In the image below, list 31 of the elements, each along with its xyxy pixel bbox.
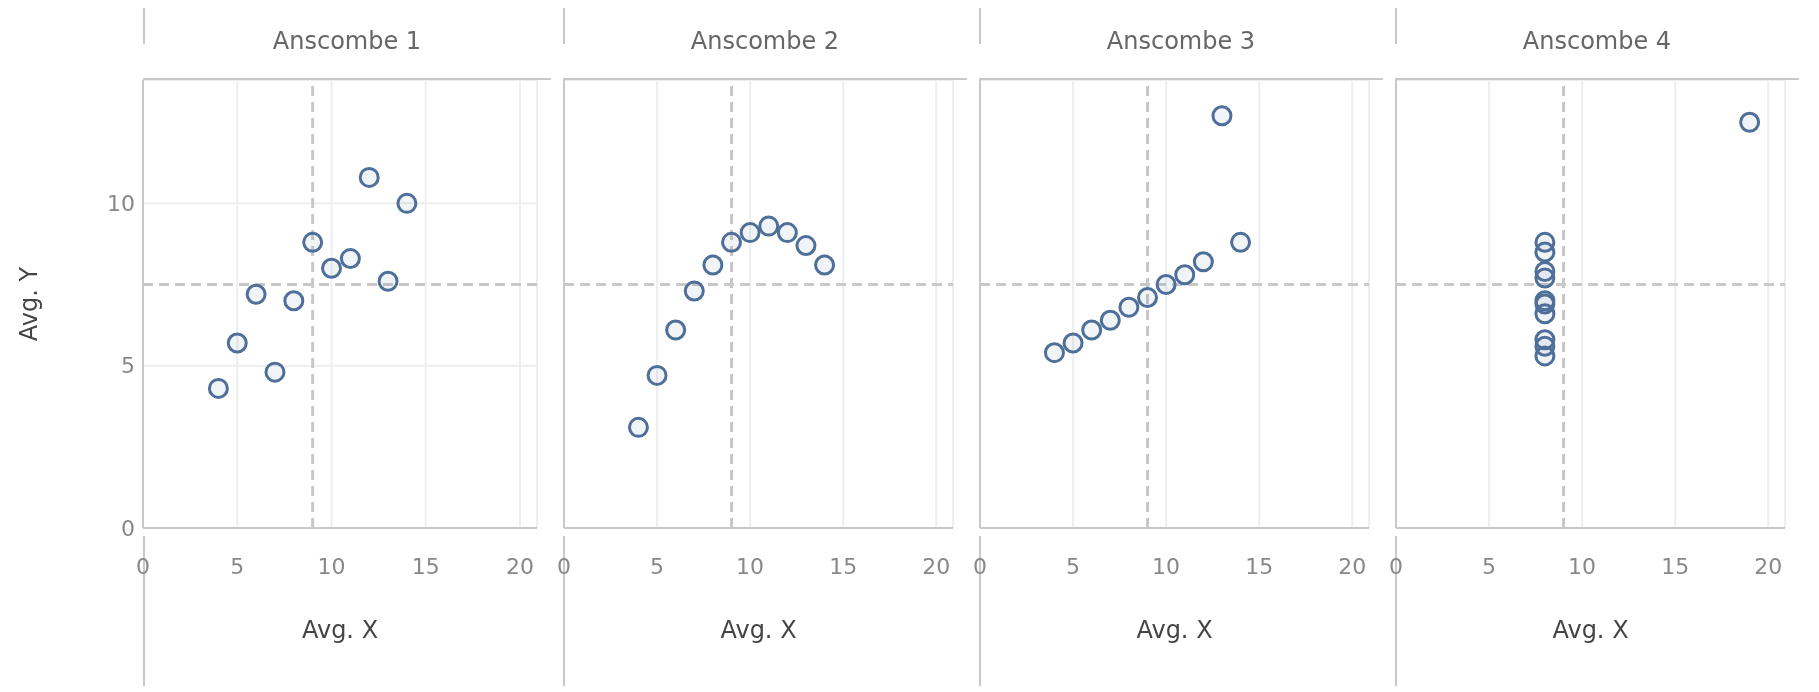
- x-axis-title: Avg. X: [1552, 616, 1629, 644]
- chart-title: Anscombe 4: [1395, 8, 1799, 80]
- y-axis-title: Avg. Y: [14, 266, 43, 342]
- x-tick-label: 10: [1152, 553, 1181, 579]
- x-tick-label: 5: [1066, 553, 1081, 579]
- x-tick-label: 0: [973, 553, 987, 579]
- x-tick-label: 15: [1661, 553, 1690, 579]
- chart-title: Anscombe 2: [563, 8, 967, 80]
- x-tick-label: 5: [1482, 553, 1497, 579]
- x-tick-label: 15: [1245, 553, 1274, 579]
- chart-title: Anscombe 1: [143, 8, 551, 80]
- y-tick-label: 5: [121, 353, 135, 379]
- x-tick-label: 0: [1389, 553, 1403, 579]
- chart-title: Anscombe 3: [979, 8, 1383, 80]
- x-tick-label: 10: [736, 553, 765, 579]
- x-axis-title: Avg. X: [1136, 616, 1213, 644]
- x-axis-title: Avg. X: [301, 616, 379, 644]
- x-tick-label: 15: [411, 553, 440, 579]
- x-tick-label: 20: [506, 553, 535, 579]
- x-tick-label: 5: [230, 553, 245, 579]
- x-tick-label: 20: [1754, 553, 1783, 579]
- x-tick-label: 10: [317, 553, 346, 579]
- x-tick-label: 15: [829, 553, 858, 579]
- x-tick-label: 0: [557, 553, 571, 579]
- x-tick-label: 10: [1568, 553, 1597, 579]
- y-tick-label: 0: [121, 515, 135, 541]
- x-axis-title: Avg. X: [720, 616, 797, 644]
- x-tick-label: 20: [1338, 553, 1367, 579]
- x-tick-label: 20: [922, 553, 951, 579]
- x-tick-label: 5: [650, 553, 665, 579]
- y-tick-label: 10: [107, 191, 135, 217]
